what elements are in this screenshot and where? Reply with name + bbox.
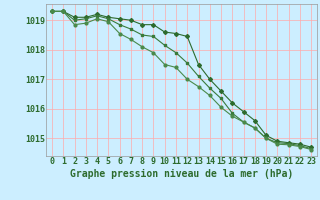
X-axis label: Graphe pression niveau de la mer (hPa): Graphe pression niveau de la mer (hPa) [70, 169, 293, 179]
